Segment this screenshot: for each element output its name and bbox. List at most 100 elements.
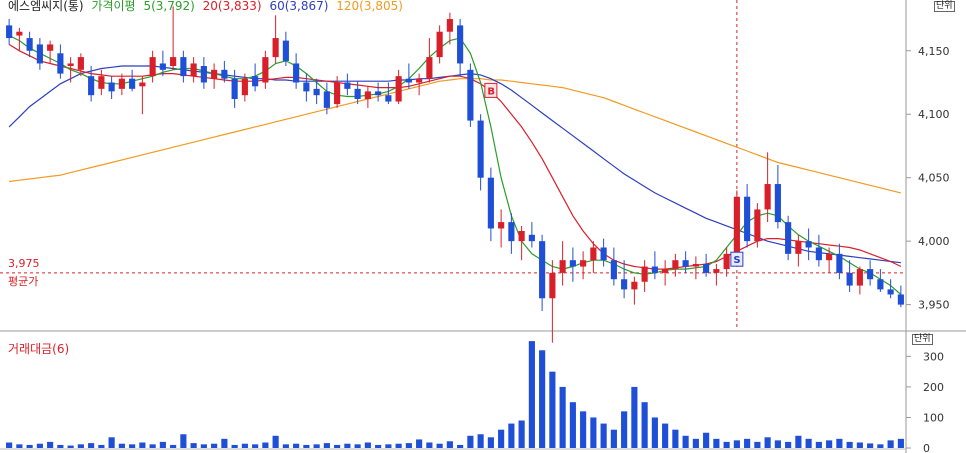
volume-bar <box>641 402 648 448</box>
volume-legend: 거래대금(6) <box>8 340 69 357</box>
volume-bar <box>539 350 546 448</box>
volume-bar <box>723 441 730 448</box>
candle-body <box>108 82 115 92</box>
volume-bar <box>108 437 115 448</box>
volume-tick-label: 200 <box>923 381 944 394</box>
volume-tick-label: 100 <box>923 411 944 424</box>
candle-body <box>139 82 146 87</box>
candle-body <box>682 260 689 267</box>
candle-body <box>590 247 597 261</box>
volume-bar <box>713 438 720 448</box>
volume-bar <box>303 444 310 448</box>
y-axis-labels: 4,150 4,100 4,050 4,000 3,950 300 200 100 0 <box>906 45 950 453</box>
volume-bar <box>590 417 597 448</box>
volume-bar <box>47 441 54 448</box>
volume-bar <box>180 434 187 448</box>
candle-body <box>190 63 197 77</box>
candle-body <box>252 76 259 87</box>
volume-bar <box>508 423 515 448</box>
candle-body <box>610 260 617 280</box>
candle-body <box>569 260 576 267</box>
unit-button-top[interactable]: 단위 <box>934 1 955 12</box>
volume-bar <box>88 443 95 448</box>
ma120-line <box>9 78 902 194</box>
candle-body <box>77 57 84 70</box>
candle-body <box>98 76 105 89</box>
candles <box>6 6 904 343</box>
avg-price-label: 평균가 <box>8 275 38 288</box>
candle-body <box>67 63 74 66</box>
volume-bar <box>16 444 23 448</box>
volume-bar <box>569 402 576 448</box>
ma5-line <box>8 34 902 295</box>
candle-body <box>262 57 269 83</box>
volume-bar <box>610 429 617 448</box>
candle-body <box>856 269 863 286</box>
volume-bar <box>98 444 105 448</box>
volume-bar <box>846 441 853 448</box>
candle-body <box>313 88 320 96</box>
sell-marker-box <box>730 251 744 267</box>
candle-body <box>600 247 607 261</box>
candle-body <box>887 289 894 295</box>
volume-bar <box>323 443 330 448</box>
price-tick-label: 4,050 <box>918 172 950 185</box>
unit-button-bottom[interactable]: 단위 <box>912 334 933 345</box>
volume-bar <box>446 441 453 448</box>
candle-body <box>231 78 238 99</box>
volume-bars <box>6 341 904 448</box>
volume-bar <box>149 444 156 448</box>
volume-bar <box>887 440 894 448</box>
volume-bar <box>703 432 710 448</box>
candle-body <box>662 269 669 273</box>
candle-body <box>375 91 382 96</box>
volume-bar <box>139 442 146 448</box>
buy-marker-box <box>484 82 498 98</box>
volume-bar <box>77 444 84 448</box>
candle-body <box>580 260 587 267</box>
candle-body <box>713 269 720 273</box>
candle-body <box>241 78 248 96</box>
volume-bar <box>528 341 535 448</box>
candle-body <box>867 269 874 280</box>
candle-body <box>467 69 474 121</box>
candle-body <box>487 177 494 229</box>
candle-body <box>754 209 761 242</box>
candle-body <box>723 253 730 270</box>
volume-bar <box>6 442 13 448</box>
candle-body <box>405 78 412 83</box>
volume-bar <box>856 442 863 448</box>
volume-bar <box>877 444 884 448</box>
candle-body <box>344 82 351 89</box>
volume-bar <box>416 439 423 448</box>
candle-body <box>170 57 177 66</box>
volume-bar <box>313 444 320 448</box>
volume-bar <box>733 440 740 448</box>
moving-averages <box>8 34 902 295</box>
candle-body <box>211 69 218 79</box>
volume-bar <box>426 442 433 448</box>
candle-body <box>159 63 166 70</box>
candle-body <box>539 241 546 299</box>
volume-bar <box>897 438 904 448</box>
candle-body <box>805 241 812 248</box>
volume-bar <box>67 445 74 448</box>
candle-body <box>47 44 54 51</box>
volume-bar <box>662 423 669 448</box>
volume-bar <box>344 443 351 448</box>
candle-body <box>88 76 95 96</box>
volume-bar <box>518 420 525 448</box>
ma60-line <box>8 65 901 264</box>
volume-bar <box>559 386 566 448</box>
candle-body <box>323 91 330 108</box>
candle-body <box>764 184 771 210</box>
candle-body <box>200 66 207 83</box>
volume-bar <box>467 435 474 448</box>
volume-bar <box>293 443 300 448</box>
volume-bar <box>457 444 464 448</box>
volume-bar <box>231 444 238 448</box>
volume-tick-label: 300 <box>923 350 944 363</box>
volume-bar <box>867 443 874 448</box>
